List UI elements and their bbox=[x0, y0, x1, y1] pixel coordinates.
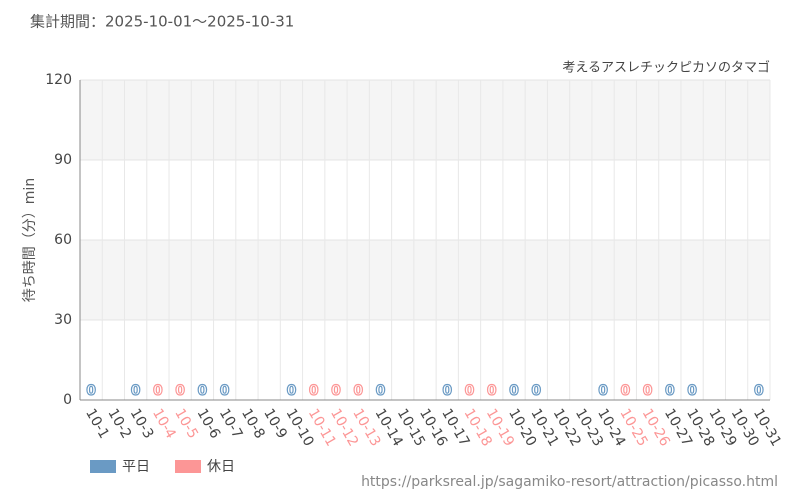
y-axis-label: 待ち時間（分）min bbox=[22, 178, 38, 302]
data-label: 0 bbox=[153, 383, 163, 399]
data-label: 0 bbox=[198, 383, 208, 399]
data-label: 0 bbox=[86, 383, 96, 399]
source: https://parksreal.jp/sagamiko-resort/att… bbox=[361, 474, 778, 490]
data-label: 0 bbox=[376, 383, 386, 399]
data-label: 0 bbox=[754, 383, 764, 399]
data-label: 0 bbox=[287, 383, 297, 399]
data-label: 0 bbox=[175, 383, 185, 399]
data-label: 0 bbox=[531, 383, 541, 399]
data-label: 0 bbox=[487, 383, 497, 399]
data-label: 0 bbox=[620, 383, 630, 399]
y-tick-label: 120 bbox=[45, 72, 72, 88]
legend-label: 休日 bbox=[207, 459, 235, 475]
y-tick-label: 60 bbox=[54, 232, 72, 248]
y-tick-label: 0 bbox=[63, 392, 72, 408]
grid-band bbox=[80, 80, 770, 160]
legend-swatch bbox=[90, 460, 116, 473]
data-label: 0 bbox=[665, 383, 675, 399]
data-label: 0 bbox=[442, 383, 452, 399]
y-tick-label: 90 bbox=[54, 152, 72, 168]
data-label: 0 bbox=[465, 383, 475, 399]
data-label: 0 bbox=[220, 383, 230, 399]
legend-swatch bbox=[175, 460, 201, 473]
y-tick-label: 30 bbox=[54, 312, 72, 328]
legend-label: 平日 bbox=[122, 459, 150, 475]
chart-subtitle: 考えるアスレチックピカソのタマゴ bbox=[562, 60, 770, 76]
data-label: 0 bbox=[509, 383, 519, 399]
data-label: 0 bbox=[353, 383, 363, 399]
data-label: 0 bbox=[331, 383, 341, 399]
data-label: 0 bbox=[687, 383, 697, 399]
data-label: 0 bbox=[643, 383, 653, 399]
grid-band bbox=[80, 240, 770, 320]
data-label: 0 bbox=[131, 383, 141, 399]
data-label: 0 bbox=[309, 383, 319, 399]
data-label: 0 bbox=[598, 383, 608, 399]
chart-title: 集計期間：2025-10-01～2025-10-31 bbox=[30, 13, 294, 31]
